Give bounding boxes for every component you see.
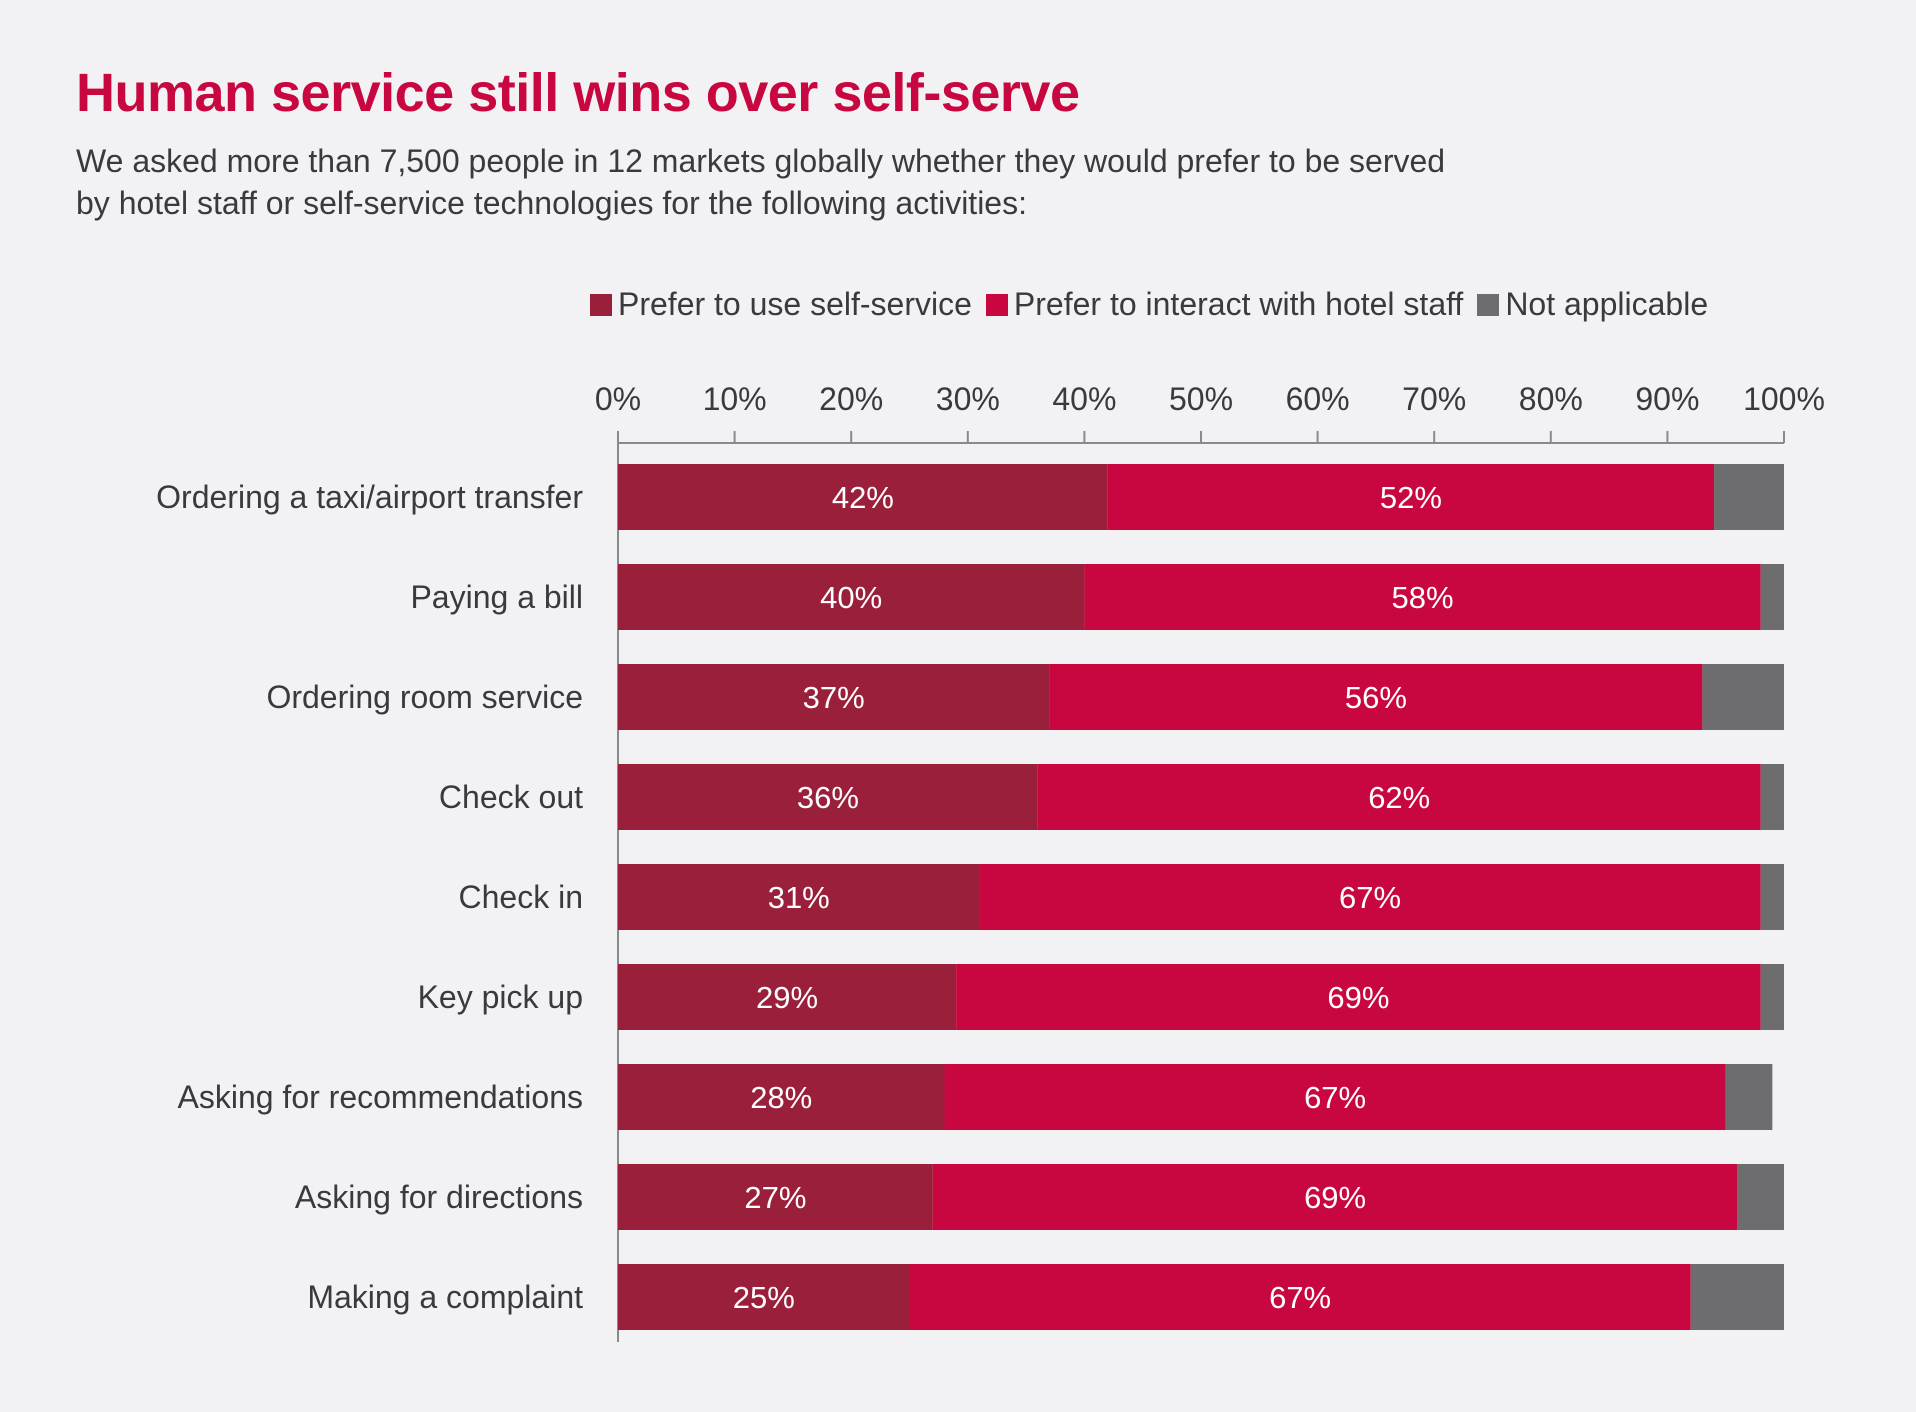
x-tick-label: 60% [1286, 381, 1350, 417]
bar-segment [618, 864, 980, 930]
category-label: Ordering a taxi/airport transfer [156, 479, 583, 515]
data-label: 29% [756, 980, 818, 1015]
data-label: 67% [1304, 1080, 1366, 1115]
category-label: Paying a bill [410, 579, 583, 615]
chart-title: Human service still wins over self-serve [76, 63, 1080, 123]
category-label: Making a complaint [307, 1279, 583, 1315]
bar-segment [1760, 564, 1784, 630]
data-label: 67% [1269, 1280, 1331, 1315]
category-label: Ordering room service [266, 679, 583, 715]
bar-segment [956, 964, 1761, 1030]
bar-segment [618, 964, 957, 1030]
legend-label-self-service: Prefer to use self-service [618, 286, 972, 322]
legend-item-self-service: Prefer to use self-service [590, 286, 972, 323]
data-label: 69% [1327, 980, 1389, 1015]
x-tick-label: 100% [1743, 381, 1825, 417]
bar-segment [618, 464, 1108, 530]
bar-segment [1737, 1164, 1784, 1230]
category-label: Check out [439, 779, 583, 815]
legend-swatch-self-service [590, 293, 612, 316]
bar-segment [1702, 664, 1784, 730]
data-label: 67% [1339, 880, 1401, 915]
legend-label-hotel-staff: Prefer to interact with hotel staff [1013, 286, 1464, 322]
bar-segment [932, 1164, 1738, 1230]
x-tick-label: 70% [1402, 381, 1466, 417]
bar-segment [944, 1064, 1726, 1130]
data-label: 31% [768, 880, 830, 915]
category-label: Check in [459, 879, 584, 915]
legend-swatch-hotel-staff [985, 293, 1008, 316]
bar-segment [979, 864, 1761, 930]
bar-segment [1760, 764, 1784, 830]
bar-segment [1714, 464, 1784, 530]
data-label: 28% [750, 1080, 812, 1115]
bar-segment [618, 1164, 933, 1230]
data-label: 42% [832, 480, 894, 515]
legend-item-hotel-staff: Prefer to interact with hotel staff [985, 286, 1464, 323]
category-label: Asking for recommendations [177, 1079, 583, 1115]
data-label: 56% [1345, 680, 1407, 715]
x-tick-label: 40% [1052, 381, 1116, 417]
data-label: 36% [797, 780, 859, 815]
x-tick-label: 80% [1519, 381, 1583, 417]
data-label: 37% [803, 680, 865, 715]
x-tick-label: 50% [1169, 381, 1233, 417]
bar-segment [1760, 964, 1784, 1030]
category-label: Asking for directions [295, 1179, 583, 1215]
bar-segment [1049, 664, 1703, 730]
bar-segment [1084, 564, 1761, 630]
legend-label-not-applicable: Not applicable [1505, 286, 1709, 322]
data-label: 40% [820, 580, 882, 615]
bar-segment [1725, 1064, 1773, 1130]
bar-segment [618, 664, 1050, 730]
legend-item-not-applicable: Not applicable [1477, 286, 1708, 323]
x-tick-label: 10% [703, 381, 767, 417]
bar-segment [618, 1264, 910, 1330]
data-label: 69% [1304, 1180, 1366, 1215]
x-tick-label: 30% [936, 381, 1000, 417]
bar-segment [1037, 764, 1761, 830]
legend-swatch-not-applicable [1477, 293, 1500, 316]
legend: Prefer to use self-service Prefer to int… [590, 286, 1708, 323]
data-label: 52% [1380, 480, 1442, 515]
data-label: 27% [744, 1180, 806, 1215]
bar-segment [618, 564, 1085, 630]
bar-segment [1760, 864, 1784, 930]
data-label: 62% [1368, 780, 1430, 815]
chart-subtitle: We asked more than 7,500 people in 12 ma… [76, 143, 1446, 221]
bar-segment [909, 1264, 1691, 1330]
bar-segment [618, 764, 1038, 830]
category-label: Key pick up [418, 979, 583, 1015]
data-label: 25% [733, 1280, 795, 1315]
bar-segment [1690, 1264, 1784, 1330]
x-tick-label: 90% [1635, 381, 1699, 417]
data-label: 58% [1392, 580, 1454, 615]
x-tick-label: 0% [595, 381, 641, 417]
x-tick-label: 20% [819, 381, 883, 417]
bar-segment [1107, 464, 1715, 530]
bar-segment [618, 1064, 945, 1130]
